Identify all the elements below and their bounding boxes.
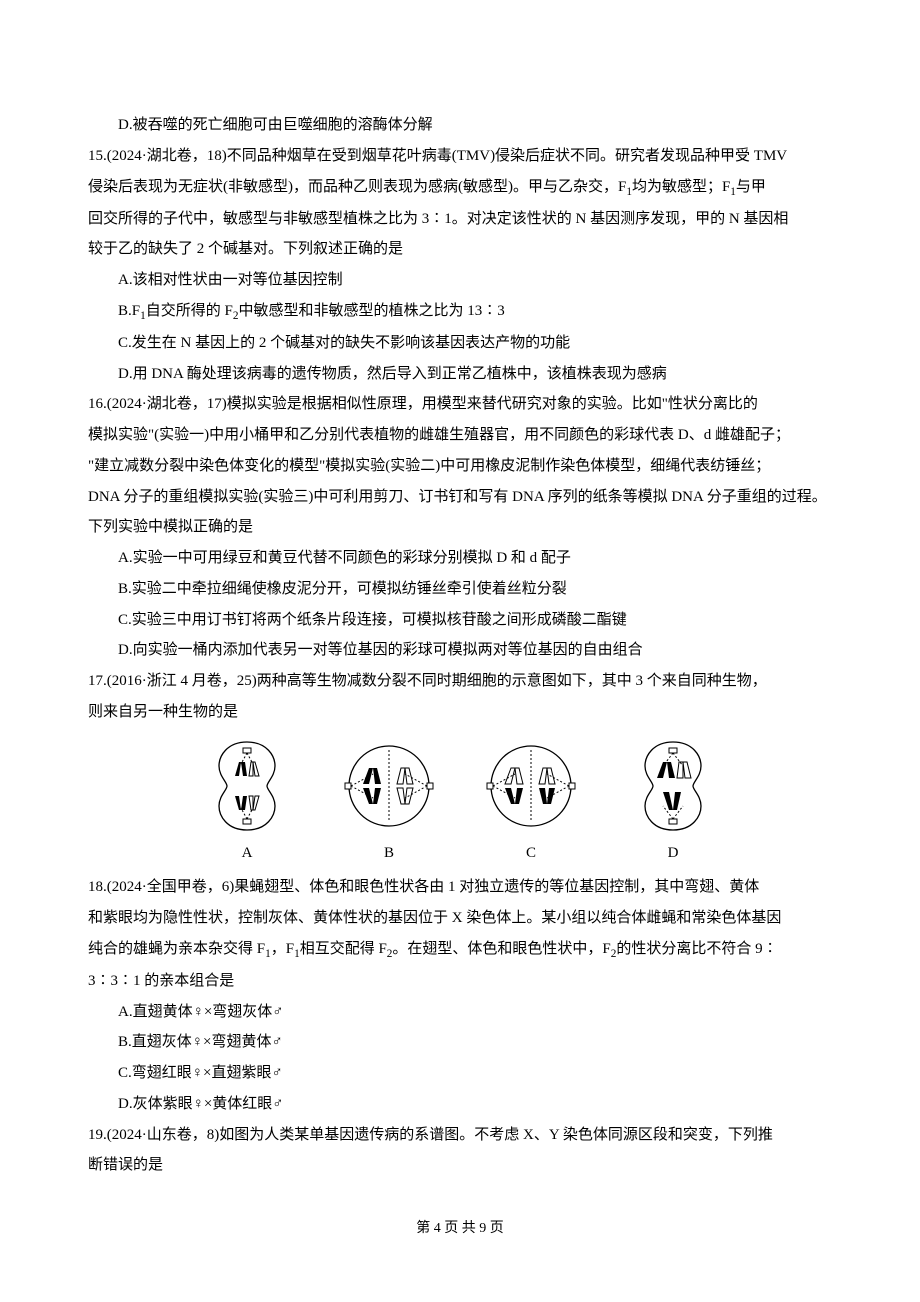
q19-stem-line2: 断错误的是 (88, 1150, 832, 1181)
q18-stem-line2: 和紫眼均为隐性性状，控制灰体、黄体性状的基因位于 X 染色体上。某小组以纯合体雌… (88, 903, 832, 934)
q18-option-b: B.直翅灰体♀×弯翅黄体♂ (88, 1027, 832, 1058)
q19-stem-line1: 19.(2024·山东卷，8)如图为人类某单基因遗传病的系谱图。不考虑 X、Y … (88, 1120, 832, 1151)
text-part: 中敏感型和非敏感型的植株之比为 13∶3 (238, 303, 504, 319)
q18-stem-line4: 3∶3∶1 的亲本组合是 (88, 966, 832, 997)
q18-option-c: C.弯翅红眼♀×直翅紫眼♂ (88, 1058, 832, 1089)
text-part: 与甲 (736, 179, 766, 195)
q17-label-d: D (668, 838, 679, 869)
text-part: ，F (271, 941, 294, 957)
text-part: 相互交配得 F (300, 941, 387, 957)
q15-stem-line4: 较于乙的缺失了 2 个碱基对。下列叙述正确的是 (88, 234, 832, 265)
q18-stem-line1: 18.(2024·全国甲卷，6)果蝇翅型、体色和眼色性状各由 1 对独立遗传的等… (88, 872, 832, 903)
q17-label-c: C (526, 838, 536, 869)
text-part: 均为敏感型；F (632, 179, 730, 195)
q18-option-a: A.直翅黄体♀×弯翅灰体♂ (88, 997, 832, 1028)
q17-diagram-a: A (197, 736, 297, 869)
q16-option-a: A.实验一中可用绿豆和黄豆代替不同颜色的彩球分别模拟 D 和 d 配子 (88, 543, 832, 574)
q17-diagram-b: B (339, 736, 439, 869)
q17-diagram-c: C (481, 736, 581, 869)
q16-stem-line1: 16.(2024·湖北卷，17)模拟实验是根据相似性原理，用模型来替代研究对象的… (88, 389, 832, 420)
q16-stem-line5: 下列实验中模拟正确的是 (88, 512, 832, 543)
q16-stem-line4: DNA 分子的重组模拟实验(实验三)中可利用剪刀、订书钉和写有 DNA 序列的纸… (88, 482, 832, 513)
q15-option-a: A.该相对性状由一对等位基因控制 (88, 265, 832, 296)
page-content: D.被吞噬的死亡细胞可由巨噬细胞的溶酶体分解 15.(2024·湖北卷，18)不… (0, 0, 920, 1284)
q17-label-a: A (242, 838, 253, 869)
q14-option-d: D.被吞噬的死亡细胞可由巨噬细胞的溶酶体分解 (88, 110, 832, 141)
text-part: 自交所得的 F (146, 303, 233, 319)
q16-option-d: D.向实验一桶内添加代表另一对等位基因的彩球可模拟两对等位基因的自由组合 (88, 635, 832, 666)
q17-stem-line1: 17.(2016·浙江 4 月卷，25)两种高等生物减数分裂不同时期细胞的示意图… (88, 666, 832, 697)
text-part: 纯合的雄蝇为亲本杂交得 F (88, 941, 265, 957)
text-part: 。在翅型、体色和眼色性状中，F (392, 941, 610, 957)
page-footer: 第 4 页 共 9 页 (88, 1215, 832, 1244)
q15-option-b: B.F1自交所得的 F2中敏感型和非敏感型的植株之比为 13∶3 (88, 296, 832, 328)
q18-option-d: D.灰体紫眼♀×黄体红眼♂ (88, 1089, 832, 1120)
text-part: 侵染后表现为无症状(非敏感型)，而品种乙则表现为感病(敏感型)。甲与乙杂交，F (88, 179, 626, 195)
cell-c-icon (481, 736, 581, 836)
q16-stem-line3: "建立减数分裂中染色体变化的模型"模拟实验(实验二)中可用橡皮泥制作染色体模型，… (88, 451, 832, 482)
q15-stem-line1: 15.(2024·湖北卷，18)不同品种烟草在受到烟草花叶病毒(TMV)侵染后症… (88, 141, 832, 172)
cell-d-icon (623, 736, 723, 836)
q17-label-b: B (384, 838, 394, 869)
q15-stem-line3: 回交所得的子代中，敏感型与非敏感型植株之比为 3∶1。对决定该性状的 N 基因测… (88, 204, 832, 235)
text-part: B.F (118, 303, 140, 319)
text-part: 的性状分离比不符合 9∶ (616, 941, 777, 957)
q16-option-b: B.实验二中牵拉细绳使橡皮泥分开，可模拟纺锤丝牵引使着丝粒分裂 (88, 574, 832, 605)
q18-stem-line3: 纯合的雄蝇为亲本杂交得 F1，F1相互交配得 F2。在翅型、体色和眼色性状中，F… (88, 934, 832, 966)
q17-diagram-d: D (623, 736, 723, 869)
cell-a-icon (197, 736, 297, 836)
q15-stem-line2: 侵染后表现为无症状(非敏感型)，而品种乙则表现为感病(敏感型)。甲与乙杂交，F1… (88, 172, 832, 204)
q16-stem-line2: 模拟实验"(实验一)中用小桶甲和乙分别代表植物的雌雄生殖器官，用不同颜色的彩球代… (88, 420, 832, 451)
q17-figure-row: A B (88, 736, 832, 869)
cell-b-icon (339, 736, 439, 836)
q15-option-d: D.用 DNA 酶处理该病毒的遗传物质，然后导入到正常乙植株中，该植株表现为感病 (88, 359, 832, 390)
q17-stem-line2: 则来自另一种生物的是 (88, 697, 832, 728)
q16-option-c: C.实验三中用订书钉将两个纸条片段连接，可模拟核苷酸之间形成磷酸二酯键 (88, 605, 832, 636)
q15-option-c: C.发生在 N 基因上的 2 个碱基对的缺失不影响该基因表达产物的功能 (88, 328, 832, 359)
